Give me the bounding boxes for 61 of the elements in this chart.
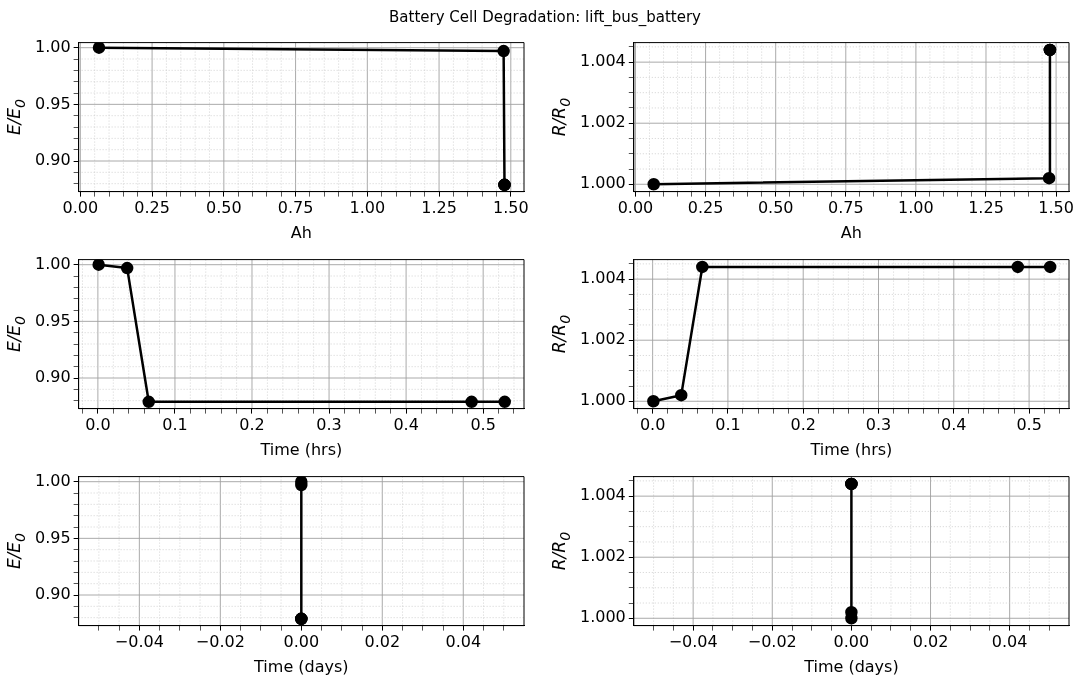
- x-axis-title: Time (hrs): [259, 439, 343, 459]
- y-tick-label: 1.002: [579, 112, 626, 132]
- y-tick-label: 0.95: [35, 527, 71, 547]
- x-tick-label: 0.75: [827, 198, 864, 218]
- y-tick-label: 1.002: [579, 329, 626, 349]
- x-tick-label: 0.5: [1016, 415, 1042, 435]
- x-axis-title: Time (days): [253, 656, 349, 676]
- y-tick-label: 1.000: [579, 390, 626, 410]
- x-tick-label: 1.25: [968, 198, 1004, 218]
- x-tick-label: 0.25: [134, 198, 170, 218]
- x-tick-label: −0.02: [747, 632, 797, 652]
- x-tick-label: 0.02: [364, 632, 401, 652]
- x-tick-label: −0.04: [114, 632, 164, 652]
- y-tick-label: 1.004: [579, 268, 626, 288]
- x-axis-title: Time (hrs): [809, 439, 893, 459]
- x-tick-label: 0.3: [865, 415, 892, 435]
- x-axis-title: Time (days): [803, 656, 899, 676]
- chart-title: Battery Cell Degradation: lift_bus_battery: [388, 8, 702, 26]
- x-axis-title: Ah: [290, 222, 312, 242]
- y-tick-label: 0.90: [35, 150, 71, 170]
- y-tick-label: 1.004: [579, 51, 626, 71]
- x-tick-label: 0.5: [470, 415, 496, 435]
- x-tick-label: 1.00: [349, 198, 386, 218]
- x-tick-label: 1.50: [1038, 198, 1074, 218]
- y-tick-label: 1.00: [35, 470, 71, 490]
- x-tick-label: 0.04: [991, 632, 1028, 652]
- x-tick-label: 1.25: [421, 198, 457, 218]
- x-tick-label: 0.2: [239, 415, 265, 435]
- x-tick-label: 0.00: [617, 198, 654, 218]
- x-tick-label: 0.2: [790, 415, 816, 435]
- y-tick-label: 1.00: [35, 36, 71, 56]
- x-tick-label: 1.50: [492, 198, 529, 218]
- y-tick-label: 1.004: [579, 485, 626, 505]
- x-tick-label: 0.00: [833, 632, 870, 652]
- x-tick-label: 1.00: [898, 198, 934, 218]
- x-tick-label: 0.3: [316, 415, 342, 435]
- y-tick-label: 0.90: [35, 584, 71, 604]
- x-tick-label: −0.04: [668, 632, 718, 652]
- y-tick-label: 0.95: [35, 310, 71, 330]
- x-tick-label: 0.50: [757, 198, 794, 218]
- x-tick-label: 0.75: [277, 198, 314, 218]
- y-tick-label: 1.000: [579, 173, 626, 193]
- y-tick-label: 1.002: [579, 546, 626, 566]
- x-tick-label: 0.25: [687, 198, 724, 218]
- x-tick-label: 0.1: [162, 415, 188, 435]
- x-tick-label: 0.4: [393, 415, 419, 435]
- y-tick-label: 0.90: [35, 367, 71, 387]
- x-tick-label: 0.4: [941, 415, 967, 435]
- x-tick-label: 0.1: [715, 415, 741, 435]
- x-tick-label: 0.0: [85, 415, 111, 435]
- x-axis-title: Ah: [840, 222, 862, 242]
- x-tick-label: 0.04: [445, 632, 482, 652]
- x-tick-label: 0.0: [639, 415, 666, 435]
- x-tick-label: 0.50: [206, 198, 242, 218]
- x-tick-label: 0.00: [62, 198, 99, 218]
- y-tick-label: 1.00: [35, 253, 71, 273]
- x-tick-label: 0.00: [283, 632, 320, 652]
- y-tick-label: 0.95: [35, 93, 71, 113]
- x-tick-label: −0.02: [195, 632, 245, 652]
- y-tick-label: 1.000: [579, 607, 626, 627]
- x-tick-label: 0.02: [912, 632, 949, 652]
